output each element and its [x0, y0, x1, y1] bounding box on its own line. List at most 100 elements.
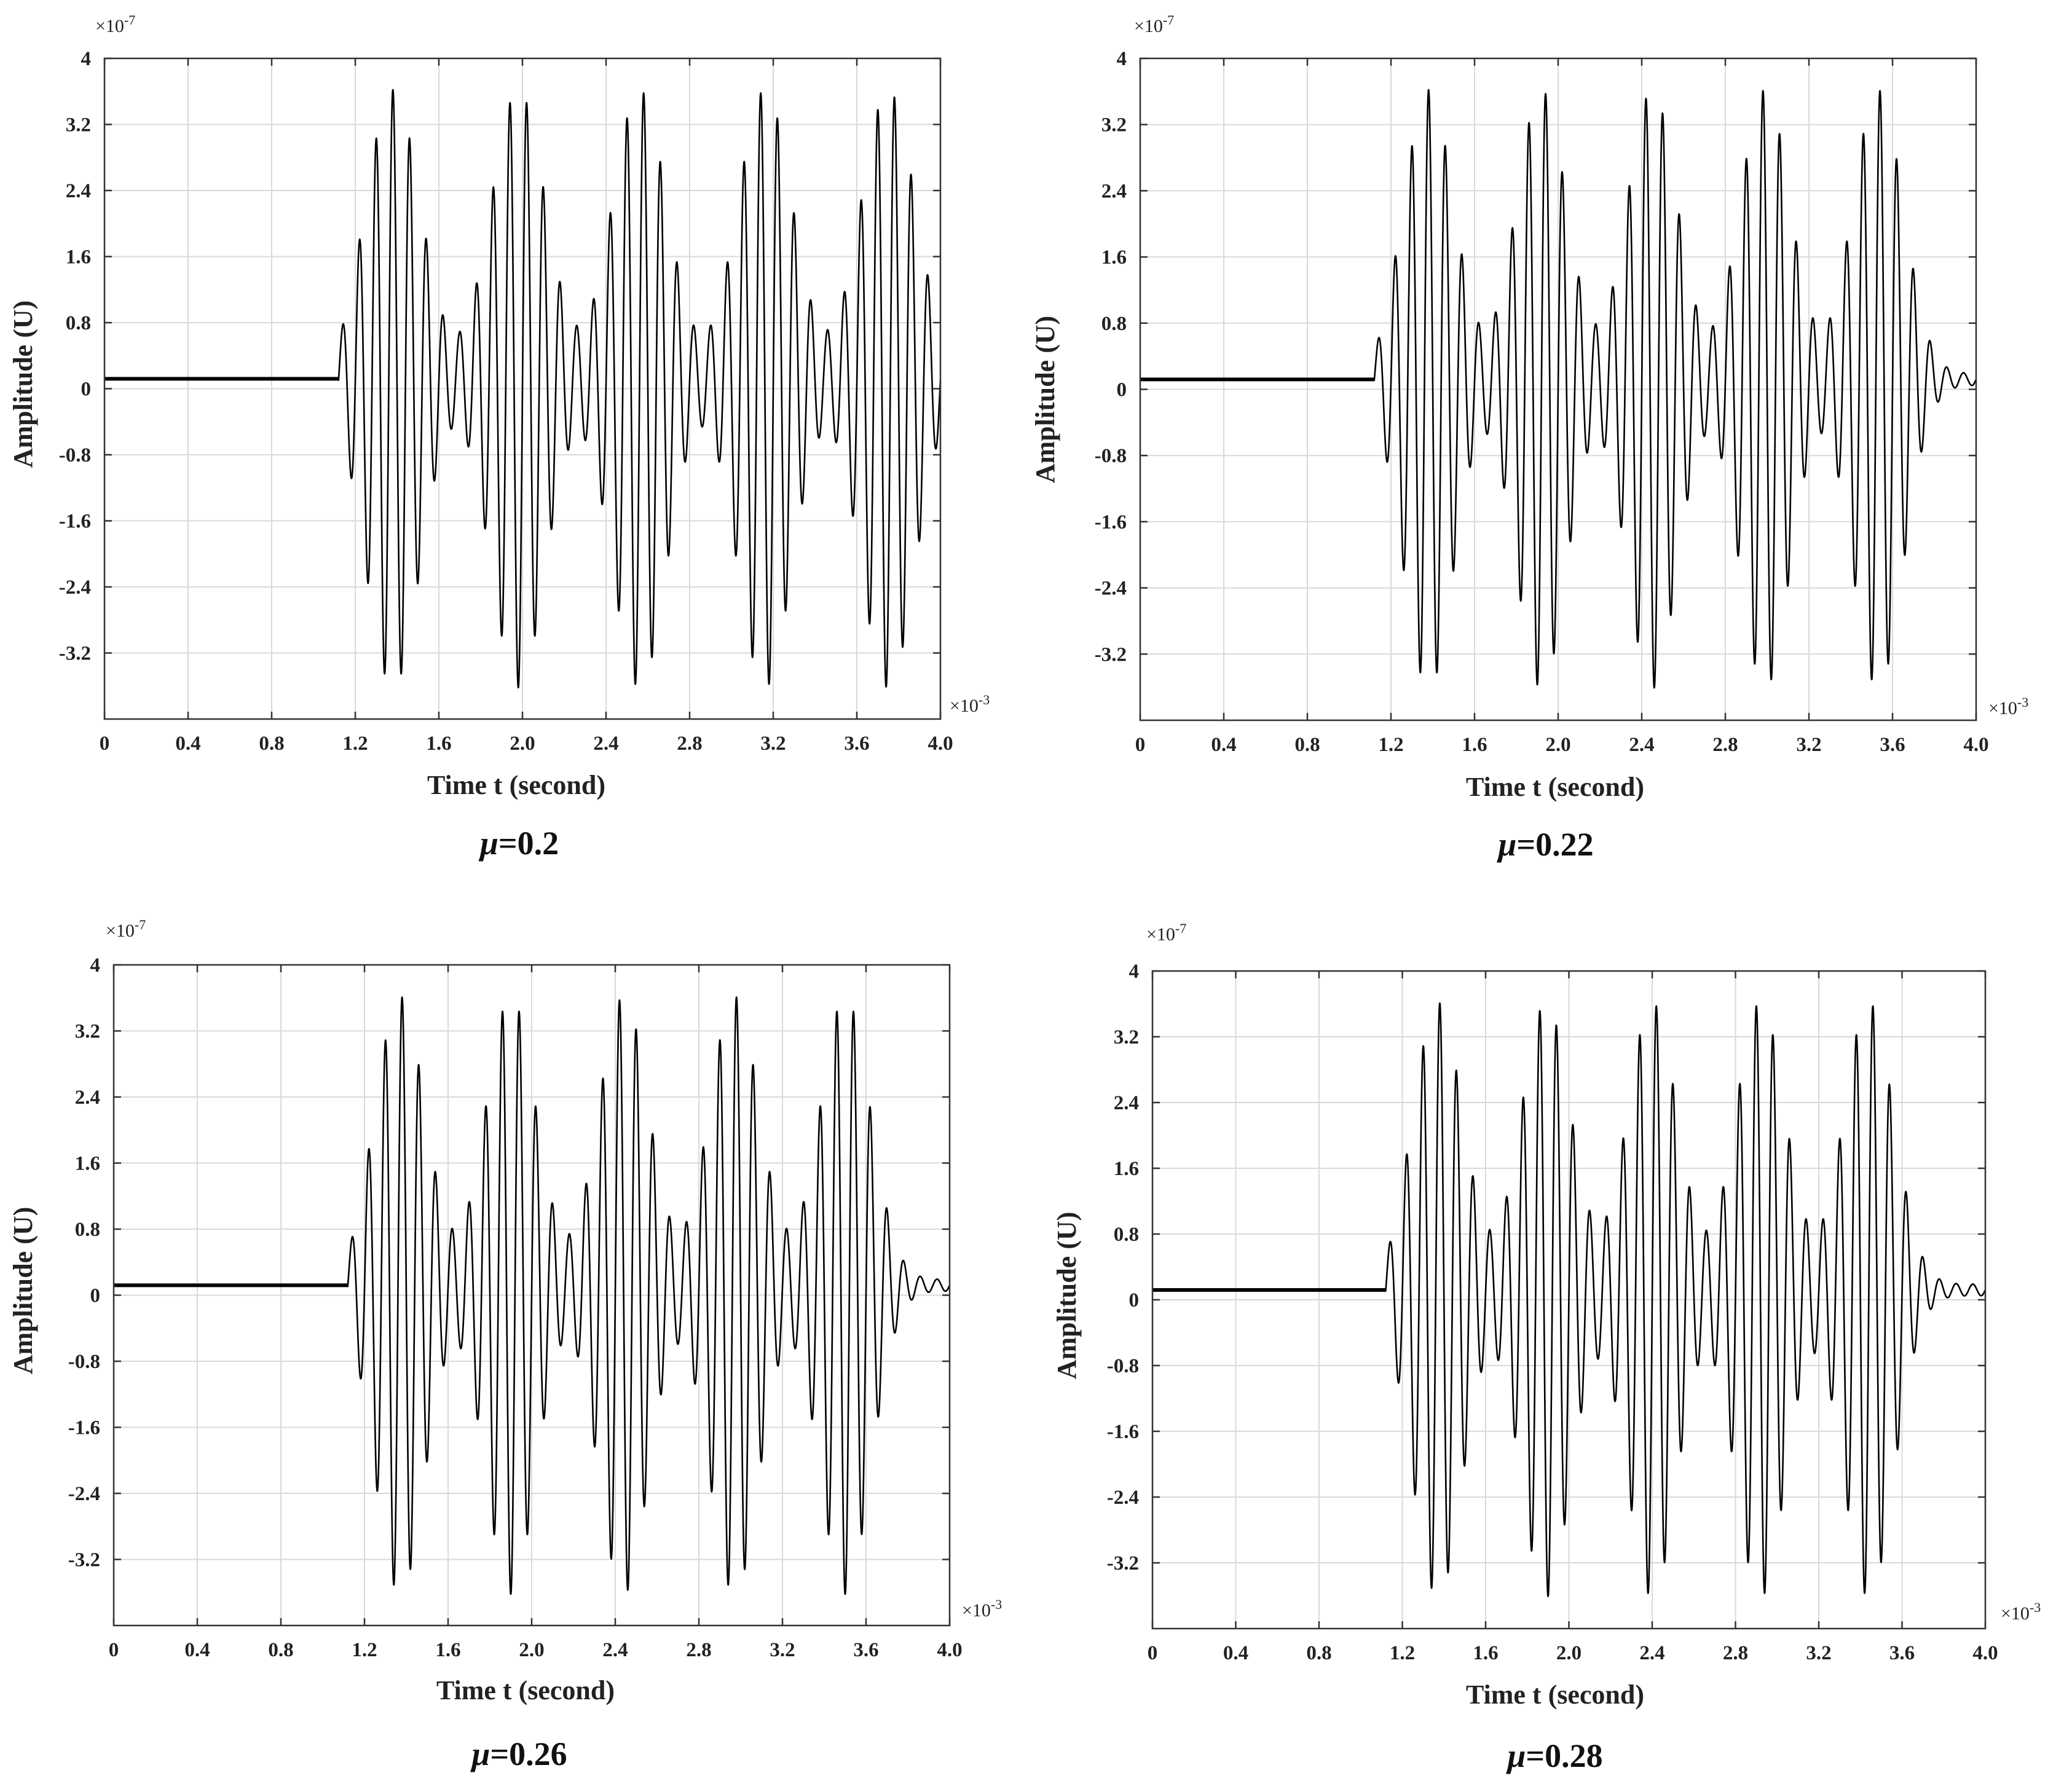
x-tick-label: 0.8 — [259, 733, 284, 755]
chart-1: 0 0.4 0.8 1.2 1.6 2.0 2.4 2.8 3.2 3.6 4.0 4 3.2 2.4 1.… — [8, 12, 990, 862]
y-tick-label: 1.6 — [1101, 246, 1127, 269]
x-tick-label: 3.6 — [853, 1639, 878, 1661]
y-tick-label: 2.4 — [1101, 180, 1127, 202]
y-tick-label: 0 — [81, 379, 92, 401]
plot-frame-2 — [1139, 57, 1977, 721]
x-tick-label: 3.6 — [1889, 1642, 1915, 1664]
y-tick-label: 3.2 — [75, 1021, 100, 1043]
y-tick-label: -2.4 — [1095, 578, 1127, 600]
plot-frame-4 — [1151, 970, 1987, 1630]
x-tick-label: 3.2 — [1796, 734, 1821, 756]
x-tick-label: 1.6 — [435, 1639, 460, 1661]
y-tick-label: -1.6 — [59, 511, 91, 533]
y-exponent-3: ×10-7 — [106, 917, 146, 941]
caption-1: μ=0.2 — [478, 825, 559, 862]
x-exponent-4: ×10-3 — [2001, 1600, 2041, 1624]
y-tick-label: -3.2 — [59, 643, 91, 665]
y-tick-label: 2.4 — [66, 180, 91, 202]
x-tick-label: 3.2 — [760, 733, 786, 755]
ticks-3: 0 0.4 0.8 1.2 1.6 2.0 2.4 2.8 3.2 3.6 4.0 4 3.2 2.4 1.… — [68, 954, 963, 1661]
y-tick-label: 0 — [90, 1285, 101, 1307]
y-tick-label: 0.8 — [75, 1219, 100, 1241]
ylabel-1: Amplitude (U) — [8, 301, 38, 468]
xlabel-2: Time t (second) — [1466, 772, 1644, 802]
y-tick-label: 0.8 — [1114, 1224, 1139, 1246]
ticks-1: 0 0.4 0.8 1.2 1.6 2.0 2.4 2.8 3.2 3.6 4.0 4 3.2 2.4 1.… — [59, 48, 953, 755]
y-tick-label: 0 — [1129, 1289, 1140, 1311]
x-tick-label: 3.2 — [1806, 1642, 1831, 1664]
ylabel-2: Amplitude (U) — [1030, 316, 1060, 484]
x-tick-label: 2.8 — [686, 1639, 711, 1661]
x-tick-label: 1.2 — [1390, 1642, 1415, 1664]
y-exponent-4: ×10-7 — [1146, 921, 1186, 945]
x-tick-label: 0 — [1135, 734, 1146, 756]
chart-3: 0 0.4 0.8 1.2 1.6 2.0 2.4 2.8 3.2 3.6 4.0 4 3.2 2.4 1.… — [8, 917, 1002, 1772]
x-exponent-3: ×10-3 — [962, 1597, 1002, 1621]
y-tick-label: 1.6 — [1114, 1158, 1139, 1180]
x-tick-label: 4.0 — [1963, 734, 1988, 756]
x-tick-label: 0.4 — [1223, 1642, 1248, 1664]
y-exponent-1: ×10-7 — [95, 12, 135, 36]
y-tick-label: 2.4 — [1114, 1092, 1139, 1114]
chart-2: 0 0.4 0.8 1.2 1.6 2.0 2.4 2.8 3.2 3.6 4.0 4 3.2 2.4 1.… — [1030, 12, 2028, 863]
y-tick-label: -0.8 — [68, 1351, 100, 1373]
y-tick-label: -1.6 — [1095, 511, 1127, 533]
y-tick-label: -2.4 — [59, 576, 91, 599]
ylabel-3: Amplitude (U) — [8, 1207, 38, 1375]
x-tick-label: 2.0 — [1556, 1642, 1582, 1664]
y-tick-label: 4 — [90, 954, 101, 977]
x-tick-label: 2.4 — [593, 733, 618, 755]
x-tick-label: 2.0 — [1545, 734, 1570, 756]
x-tick-label: 3.2 — [770, 1639, 795, 1661]
caption-2: μ=0.22 — [1496, 826, 1593, 863]
x-tick-label: 0.4 — [1211, 734, 1236, 756]
y-tick-label: 1.6 — [75, 1153, 100, 1175]
x-tick-label: 4.0 — [937, 1639, 962, 1661]
y-exponent-2: ×10-7 — [1134, 12, 1174, 36]
xlabel-3: Time t (second) — [436, 1675, 615, 1705]
x-tick-label: 2.0 — [510, 733, 535, 755]
x-tick-label: 2.4 — [602, 1639, 628, 1661]
x-tick-label: 1.6 — [426, 733, 451, 755]
x-tick-label: 0.4 — [175, 733, 200, 755]
chart-panel-1: 0 0.4 0.8 1.2 1.6 2.0 2.4 2.8 3.2 3.6 4.0 4 3.2 2.4 1.… — [0, 0, 996, 873]
x-tick-label: 4.0 — [1972, 1642, 1998, 1664]
x-tick-label: 0 — [1148, 1642, 1158, 1664]
chart-panel-4: 0 0.4 0.8 1.2 1.6 2.0 2.4 2.8 3.2 3.6 4.0 4 3.2 2.4 1.… — [1036, 897, 2056, 1776]
ticks-4: 0 0.4 0.8 1.2 1.6 2.0 2.4 2.8 3.2 3.6 4.0 4 3.2 2.4 1.… — [1107, 961, 1998, 1664]
x-tick-label: 2.8 — [677, 733, 702, 755]
x-tick-label: 4.0 — [928, 733, 953, 755]
y-tick-label: 0.8 — [1101, 313, 1127, 335]
y-tick-label: 0 — [1117, 379, 1127, 401]
y-tick-label: 2.4 — [75, 1087, 100, 1109]
xlabel-4: Time t (second) — [1466, 1680, 1644, 1710]
y-tick-label: -3.2 — [68, 1549, 100, 1571]
x-tick-label: 2.4 — [1639, 1642, 1664, 1664]
y-tick-label: -0.8 — [1107, 1355, 1139, 1377]
y-tick-label: 4 — [1117, 48, 1127, 70]
x-tick-label: 0.4 — [184, 1639, 210, 1661]
y-tick-label: -1.6 — [68, 1417, 100, 1439]
chart-panel-2: 0 0.4 0.8 1.2 1.6 2.0 2.4 2.8 3.2 3.6 4.0 4 3.2 2.4 1.… — [1030, 0, 2041, 873]
chart-4: 0 0.4 0.8 1.2 1.6 2.0 2.4 2.8 3.2 3.6 4.0 4 3.2 2.4 1.… — [1052, 921, 2041, 1774]
caption-4: μ=0.28 — [1505, 1737, 1602, 1774]
y-tick-label: 3.2 — [1114, 1026, 1139, 1048]
x-tick-label: 1.2 — [352, 1639, 377, 1661]
x-tick-label: 1.6 — [1473, 1642, 1498, 1664]
y-tick-label: -2.4 — [1107, 1487, 1139, 1509]
x-tick-label: 2.0 — [519, 1639, 544, 1661]
ylabel-4: Amplitude (U) — [1052, 1212, 1082, 1380]
y-tick-label: 4 — [1129, 961, 1140, 983]
x-tick-label: 1.2 — [342, 733, 368, 755]
y-tick-label: -0.8 — [1095, 445, 1127, 467]
xlabel-1: Time t (second) — [427, 770, 605, 800]
y-tick-label: 1.6 — [66, 246, 91, 269]
y-tick-label: -1.6 — [1107, 1421, 1139, 1443]
y-tick-label: -0.8 — [59, 444, 91, 466]
x-tick-label: 2.8 — [1723, 1642, 1748, 1664]
x-tick-label: 1.2 — [1378, 734, 1403, 756]
x-tick-label: 0.8 — [1294, 734, 1320, 756]
x-tick-label: 2.8 — [1712, 734, 1738, 756]
ticks-2: 0 0.4 0.8 1.2 1.6 2.0 2.4 2.8 3.2 3.6 4.0 4 3.2 2.4 1.… — [1095, 48, 1989, 756]
x-exponent-2: ×10-3 — [1988, 694, 2028, 718]
